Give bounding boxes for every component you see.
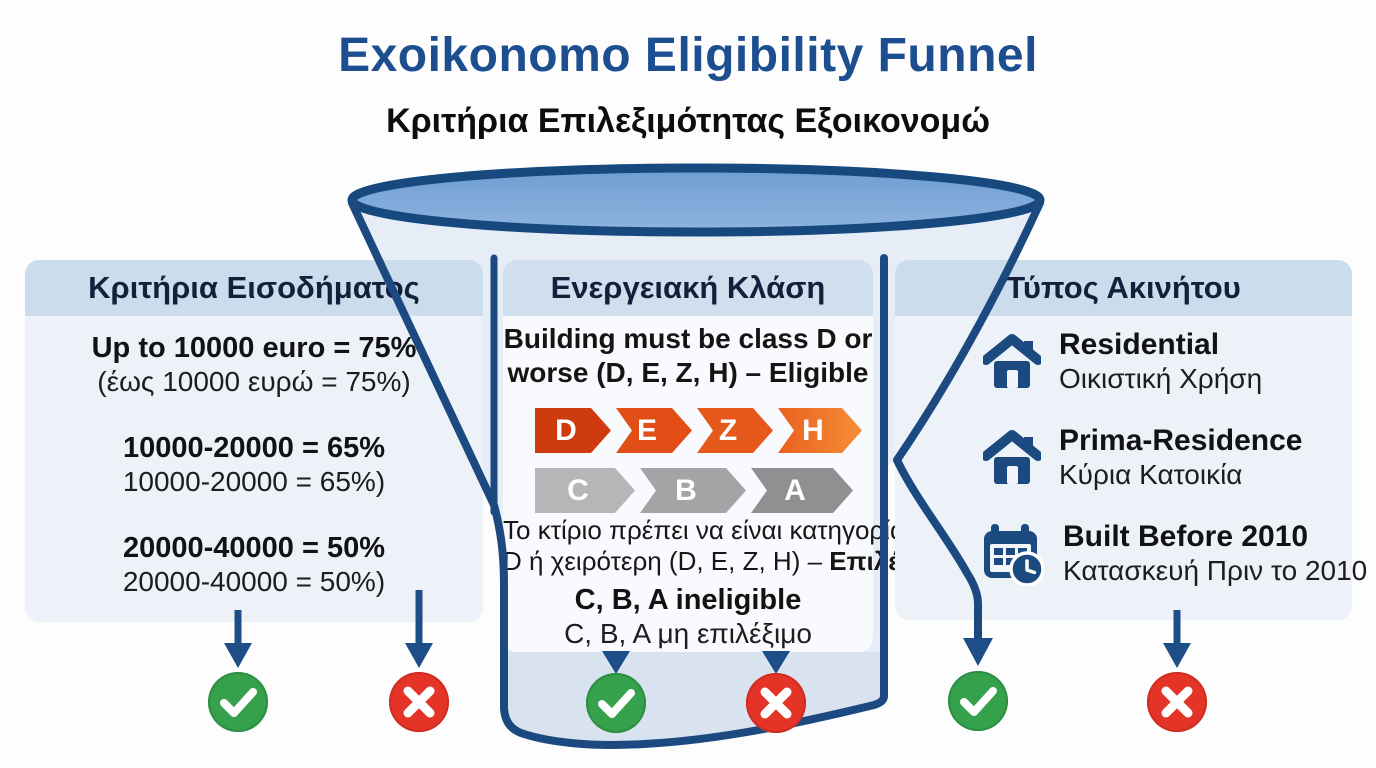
energy-note-line2: D ή χειρότερη (D, E, Z, H) – Επιλέξιμο (503, 546, 951, 576)
arrow-down-icon (405, 643, 433, 668)
energy-class-bar-ineligible: C B A (535, 468, 853, 513)
page-subtitle: Κριτήρια Επιλεξιμότητας Εξοικονομώ (386, 102, 990, 140)
house-icon (983, 429, 1041, 484)
income-bracket-gr: 10000-20000 = 65%) (122, 466, 386, 497)
energy-class-c: C (535, 468, 635, 513)
cross-icon (1161, 686, 1193, 718)
income-bracket-row: 20000-40000 = 50% 20000-40000 = 50%) (25, 532, 483, 598)
check-icon (960, 687, 997, 716)
income-bracket-en: 10000-20000 = 65% (122, 432, 386, 464)
energy-class-b: B (640, 468, 746, 513)
energy-note-line1: Το κτίριο πρέπει να είναι κατηγορίας (503, 515, 918, 545)
energy-class-a: A (751, 468, 853, 513)
property-panel-title: Τύπος Ακινήτου (1006, 270, 1241, 305)
energy-intro-line1: Building must be class D or (503, 323, 873, 354)
property-item-en: Prima-Residence (1059, 424, 1303, 457)
income-panel-title: Κριτήρια Εισοδήματος (88, 270, 420, 305)
property-item-gr: Κύρια Κατοικία (1059, 459, 1243, 490)
energy-intro-line2: worse (D, E, Z, H) – Eligible (507, 357, 869, 388)
energy-ineligible-en: C, B, A ineligible (574, 584, 802, 616)
income-bracket-en: Up to 10000 euro = 75% (91, 332, 417, 364)
energy-class-d: D (535, 408, 611, 453)
funnel-mouth (347, 163, 1045, 237)
energy-class-z: Z (697, 408, 773, 453)
check-icon (598, 689, 635, 718)
property-item-prima-residence: Prima-Residence Κύρια Κατοικία (983, 424, 1302, 491)
property-item-residential: Residential Οικιστική Χρήση (983, 328, 1262, 395)
property-panel: Τύπος Ακινήτου Residential Οικιστική Χρή… (895, 260, 1367, 620)
funnel-neck-shade (504, 652, 884, 745)
verdict-cross-circle (746, 673, 806, 733)
property-item-gr: Οικιστική Χρήση (1059, 363, 1263, 394)
energy-panel-header: Ενεργειακή Κλάση (503, 260, 873, 316)
arrow-down-icon (224, 643, 252, 668)
verdict-cross-circle (1147, 672, 1207, 732)
verdict-cross-circle (389, 672, 449, 732)
income-bracket-row: Up to 10000 euro = 75% (έως 10000 ευρώ =… (25, 332, 483, 398)
property-item-en: Residential (1059, 328, 1220, 361)
energy-panel: Ενεργειακή Κλάση Building must be class … (503, 260, 951, 652)
energy-note: Το κτίριο πρέπει να είναι κατηγορίας D ή… (503, 515, 951, 577)
property-item-built-before-2010: Built Before 2010 Κατασκευή Πριν το 2010 (979, 520, 1367, 587)
calendar-clock-icon (984, 523, 1045, 586)
verdict-check-circle (948, 671, 1008, 731)
verdict-check-circle (208, 672, 268, 732)
check-icon (220, 688, 257, 717)
arrow-down-icon (762, 651, 790, 674)
energy-class-h: H (778, 408, 862, 453)
verdict-check-circle (586, 673, 646, 733)
energy-panel-title: Ενεργειακή Κλάση (550, 270, 826, 305)
income-panel: Κριτήρια Εισοδήματος Up to 10000 euro = … (25, 260, 483, 622)
income-bracket-gr: (έως 10000 ευρώ = 75%) (97, 366, 411, 397)
cross-icon (760, 687, 792, 719)
energy-ineligible-gr: C, B, A μη επιλέξιμο (564, 618, 812, 649)
income-bracket-row: 10000-20000 = 65% 10000-20000 = 65%) (25, 432, 483, 498)
cross-icon (403, 686, 435, 718)
energy-class-bar-eligible: D E Z H (535, 408, 862, 453)
energy-class-e: E (616, 408, 692, 453)
property-item-gr: Κατασκευή Πριν το 2010 (1063, 555, 1368, 586)
page-title: Exoikonomo Eligibility Funnel (338, 29, 1038, 82)
energy-intro: Building must be class D or worse (D, E,… (503, 322, 873, 390)
income-panel-header: Κριτήρια Εισοδήματος (25, 260, 483, 316)
income-bracket-gr: 20000-40000 = 50%) (122, 566, 386, 597)
property-item-en: Built Before 2010 (1063, 520, 1309, 553)
arrow-down-icon (1163, 643, 1191, 668)
income-bracket-en: 20000-40000 = 50% (122, 532, 386, 564)
property-panel-header: Τύπος Ακινήτου (895, 260, 1352, 316)
arrow-down-icon (963, 638, 993, 666)
house-icon (983, 333, 1041, 388)
arrow-down-icon (602, 651, 630, 674)
